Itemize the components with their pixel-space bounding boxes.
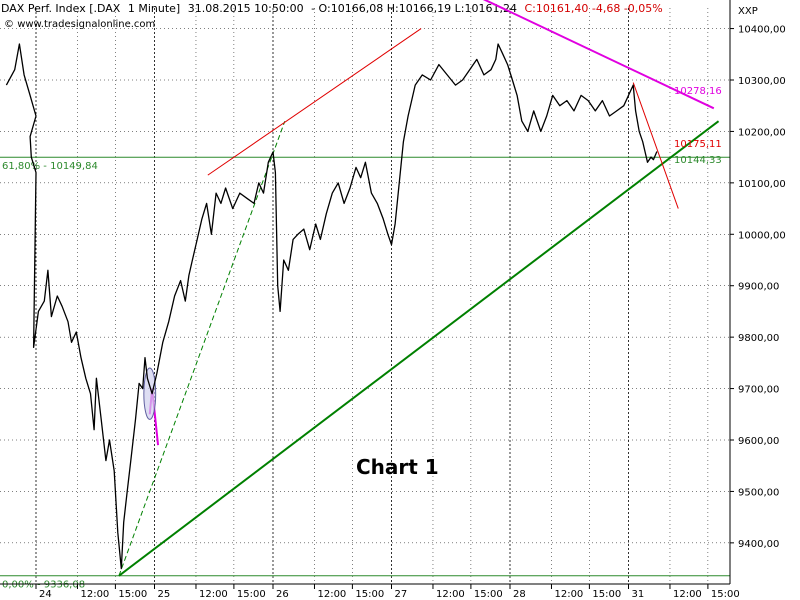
value-annotation: 10278,16 <box>674 86 722 97</box>
source-line: © www.tradesignalonline.com <box>4 19 155 30</box>
x-tick-label: 24 <box>39 589 52 600</box>
trendline-down <box>632 82 679 209</box>
labels: 10278,16 10175,11 10144,33 <box>674 86 722 166</box>
fib-level-label: 0,00% - 9336,08 <box>2 580 85 591</box>
y-tick-label: 10200,00 <box>738 127 786 138</box>
x-tick-label: 12:00 <box>317 589 346 600</box>
y-tick-label: 9600,00 <box>738 436 779 447</box>
trendlines <box>118 0 720 577</box>
x-tick-label: 15:00 <box>474 589 503 600</box>
y-tick-label: 9700,00 <box>738 385 779 396</box>
x-tick-label: 25 <box>158 589 171 600</box>
y-tick-label: 9900,00 <box>738 282 779 293</box>
x-tick-label: 15:00 <box>355 589 384 600</box>
y-tick-label: 9500,00 <box>738 487 779 498</box>
close-change: C:10161,40 -4,68 -0,05% <box>524 2 663 15</box>
y-tick-label: 10000,00 <box>738 230 786 241</box>
x-tick-label: 15:00 <box>592 589 621 600</box>
highlight-ellipse <box>143 367 157 420</box>
x-tick-label: 31 <box>632 589 645 600</box>
instrument-name: DAX Perf. Index [.DAX <box>1 2 121 15</box>
y-tick-label: 10100,00 <box>738 179 786 190</box>
trendline-channel <box>207 28 422 176</box>
interval-label: 1 Minute] <box>127 2 181 15</box>
trendline-support <box>118 120 720 577</box>
y-tick-label: 9400,00 <box>738 539 779 550</box>
datetime-label: 31.08.2015 10:50:00 <box>187 2 304 15</box>
x-tick-label: 15:00 <box>237 589 266 600</box>
fib-level-label: 61,80% - 10149,84 <box>2 161 98 172</box>
x-tick-label: 27 <box>395 589 408 600</box>
price-layer <box>5 43 658 570</box>
x-tick-label: 12:00 <box>554 589 583 600</box>
x-tick-label: 12:00 <box>80 589 109 600</box>
grid-layer <box>0 8 730 584</box>
trendline-resistance <box>482 0 715 110</box>
price-series-line <box>5 43 658 570</box>
x-tick-label: 26 <box>276 589 289 600</box>
y-tick-label: 10400,00 <box>738 25 786 36</box>
y-tick-label: 10300,00 <box>738 76 786 87</box>
chart-header: DAX Perf. Index [.DAX 1 Minute] 31.08.20… <box>1 2 667 18</box>
value-annotation: 10144,33 <box>674 155 722 166</box>
value-annotation: 10175,11 <box>674 139 722 150</box>
axis-symbol: XXP <box>738 6 758 17</box>
x-tick-label: 15:00 <box>118 589 147 600</box>
ohlc-values: - O:10166,08 H:10166,19 L:10161,24 <box>311 2 517 15</box>
source-url: www.tradesignalonline.com <box>17 19 156 30</box>
x-tick-label: 12:00 <box>436 589 465 600</box>
y-tick-label: 9800,00 <box>738 333 779 344</box>
x-tick-label: 12:00 <box>673 589 702 600</box>
fib-levels: 61,80% - 10149,84 0,00% - 9336,08 <box>0 156 730 591</box>
x-tick-label: 12:00 <box>199 589 228 600</box>
trendline-support <box>118 120 286 576</box>
x-tick-label: 28 <box>513 589 526 600</box>
chart-title: Chart 1 <box>356 455 439 479</box>
copyright-icon: © <box>4 19 14 30</box>
x-tick-label: 15:00 <box>711 589 740 600</box>
